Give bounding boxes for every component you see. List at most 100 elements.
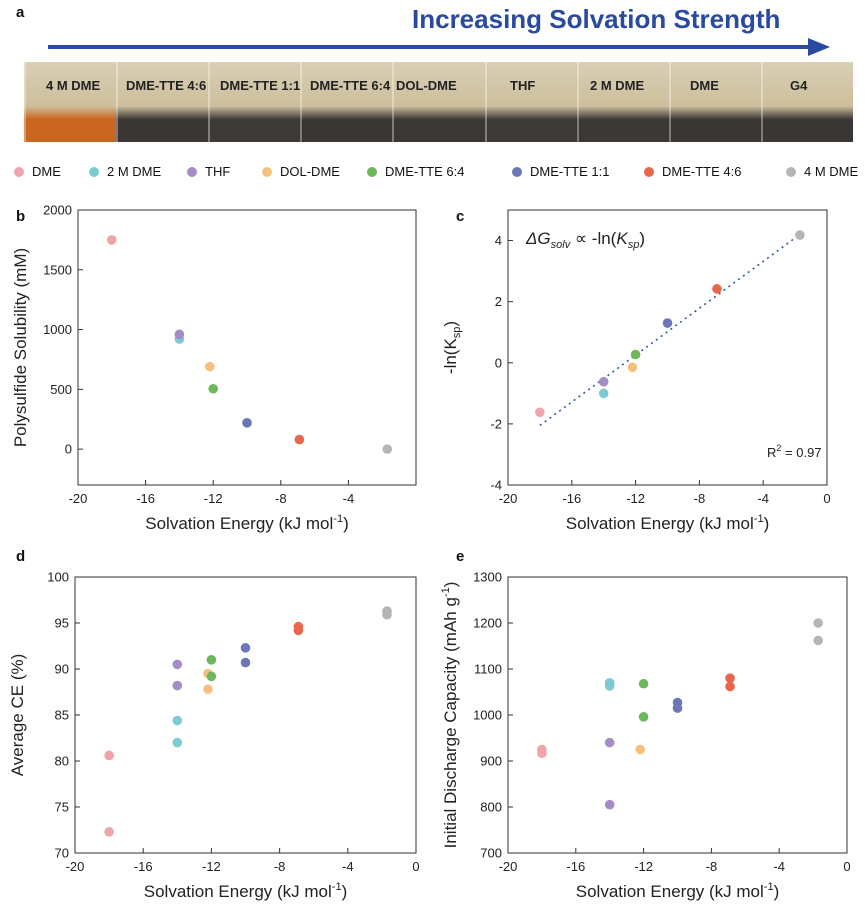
- legend-item: DOL-DME: [262, 164, 340, 179]
- y-tick-label: 1000: [473, 708, 502, 723]
- x-tick-label: -8: [274, 859, 286, 874]
- y-tick-label: 4: [495, 233, 502, 248]
- y-axis-label: Initial Discharge Capacity (mAh g-1): [440, 582, 460, 849]
- y-tick-label: 1300: [473, 570, 502, 585]
- data-point: [172, 659, 183, 670]
- data-point: [172, 715, 183, 726]
- x-tick-label: -20: [69, 491, 88, 506]
- plot-frame: [77, 209, 417, 486]
- data-point: [294, 434, 305, 445]
- data-point: [598, 376, 609, 387]
- panel-letter-b: b: [16, 208, 26, 225]
- data-point: [630, 349, 641, 360]
- data-point: [104, 827, 114, 837]
- data-point: [203, 684, 213, 695]
- r-squared-label: R2 = 0.97: [767, 443, 822, 460]
- vial-label: 2 M DME: [590, 78, 645, 93]
- legend-item: THF: [187, 164, 230, 179]
- data-point: [638, 678, 649, 689]
- y-tick-label: -4: [490, 478, 502, 493]
- legend-label: THF: [205, 164, 231, 179]
- data-point: [537, 748, 547, 758]
- y-axis-label: -ln(Ksp): [441, 321, 463, 374]
- vial: [484, 62, 579, 142]
- y-tick-label: 700: [480, 846, 502, 861]
- x-tick-label: -16: [566, 859, 585, 874]
- chart-d-average-ce: -20 -16 -12 -8 -4 0 70 75 80 85 90 95 100 Solvation E…: [8, 570, 420, 902]
- legend-swatch: [14, 167, 24, 177]
- legend-swatch: [512, 167, 522, 177]
- vial: [668, 62, 763, 142]
- legend-item: 4 M DME: [786, 164, 858, 179]
- y-tick-label: 90: [55, 662, 69, 677]
- legend-swatch: [786, 167, 796, 177]
- chart-e-discharge-capacity: -20 -16 -12 -8 -4 0 700 800 900 1000 1100 1200 1300 S…: [440, 570, 851, 902]
- x-axis-label: Solvation Energy (kJ mol-1): [566, 513, 769, 533]
- data-point: [635, 744, 646, 755]
- vial: [576, 62, 671, 142]
- x-tick-label: -12: [634, 859, 653, 874]
- vial: [760, 62, 853, 142]
- x-tick-label: -8: [694, 491, 706, 506]
- data-point: [813, 635, 823, 646]
- y-tick-label: 0: [65, 442, 72, 457]
- y-tick-label: 800: [480, 800, 502, 815]
- data-point: [725, 681, 735, 692]
- data-point: [104, 750, 114, 761]
- y-tick-label: 500: [50, 382, 72, 397]
- x-tick-label: -4: [773, 859, 785, 874]
- vials-photo: 4 M DME DME-TTE 4:6 DME-TTE 1:1 DME-TTE 6:4…: [24, 62, 853, 142]
- vial: [300, 62, 395, 142]
- y-axis-label: Polysulfide Solubility (mM): [11, 248, 30, 447]
- y-tick-label: 1200: [473, 616, 502, 631]
- legend-item: DME-TTE 4:6: [644, 164, 741, 179]
- vial-label: DOL-DME: [396, 78, 457, 93]
- vial: [392, 62, 487, 142]
- vial: [208, 62, 303, 142]
- vial-label: DME: [690, 78, 719, 93]
- legend-label: DME-TTE 1:1: [530, 164, 610, 179]
- x-tick-label: -20: [499, 491, 518, 506]
- fit-line: [539, 233, 801, 427]
- vial: [116, 62, 211, 142]
- y-tick-label: 2: [495, 294, 502, 309]
- y-tick-label: -2: [490, 416, 502, 431]
- legend: DME 2 M DME THF DOL-DME DME-TTE 6:4 DME-TTE 1…: [0, 160, 865, 182]
- legend-label: DOL-DME: [280, 164, 340, 179]
- legend-label: DME: [32, 164, 61, 179]
- x-tick-label: -20: [66, 859, 85, 874]
- panel-letter-c: c: [456, 208, 465, 225]
- panel-letter-e: e: [456, 548, 465, 565]
- legend-item: DME-TTE 6:4: [367, 164, 464, 179]
- solvation-arrow: [48, 38, 830, 56]
- x-tick-label: -12: [202, 859, 221, 874]
- legend-label: 4 M DME: [804, 164, 859, 179]
- x-axis-label: Solvation Energy (kJ mol-1): [145, 513, 348, 533]
- vial-label: THF: [510, 78, 536, 93]
- x-tick-label: -4: [343, 491, 355, 506]
- x-tick-label: 0: [843, 859, 850, 874]
- data-point: [206, 655, 217, 665]
- legend-swatch: [367, 167, 377, 177]
- data-point: [382, 444, 393, 454]
- vial-label: DME-TTE 1:1: [220, 78, 301, 93]
- plot-frame: [74, 576, 417, 854]
- data-point: [172, 737, 183, 748]
- x-tick-label: -16: [562, 491, 581, 506]
- data-point: [604, 799, 615, 810]
- y-tick-label: 2000: [43, 203, 72, 218]
- legend-label: DME-TTE 6:4: [385, 164, 465, 179]
- equation-annotation: ΔGsolv ∝ -ln(Ksp): [525, 229, 645, 251]
- data-point: [662, 318, 673, 328]
- x-tick-label: -4: [757, 491, 769, 506]
- y-tick-label: 0: [495, 355, 502, 370]
- x-tick-label: -8: [706, 859, 718, 874]
- data-point: [795, 230, 805, 240]
- plot-frame: [507, 209, 828, 486]
- legend-label: DME-TTE 4:6: [662, 164, 742, 179]
- x-tick-label: -20: [499, 859, 518, 874]
- legend-item: DME: [14, 164, 61, 179]
- x-tick-label: -16: [134, 859, 153, 874]
- y-tick-label: 95: [55, 616, 69, 631]
